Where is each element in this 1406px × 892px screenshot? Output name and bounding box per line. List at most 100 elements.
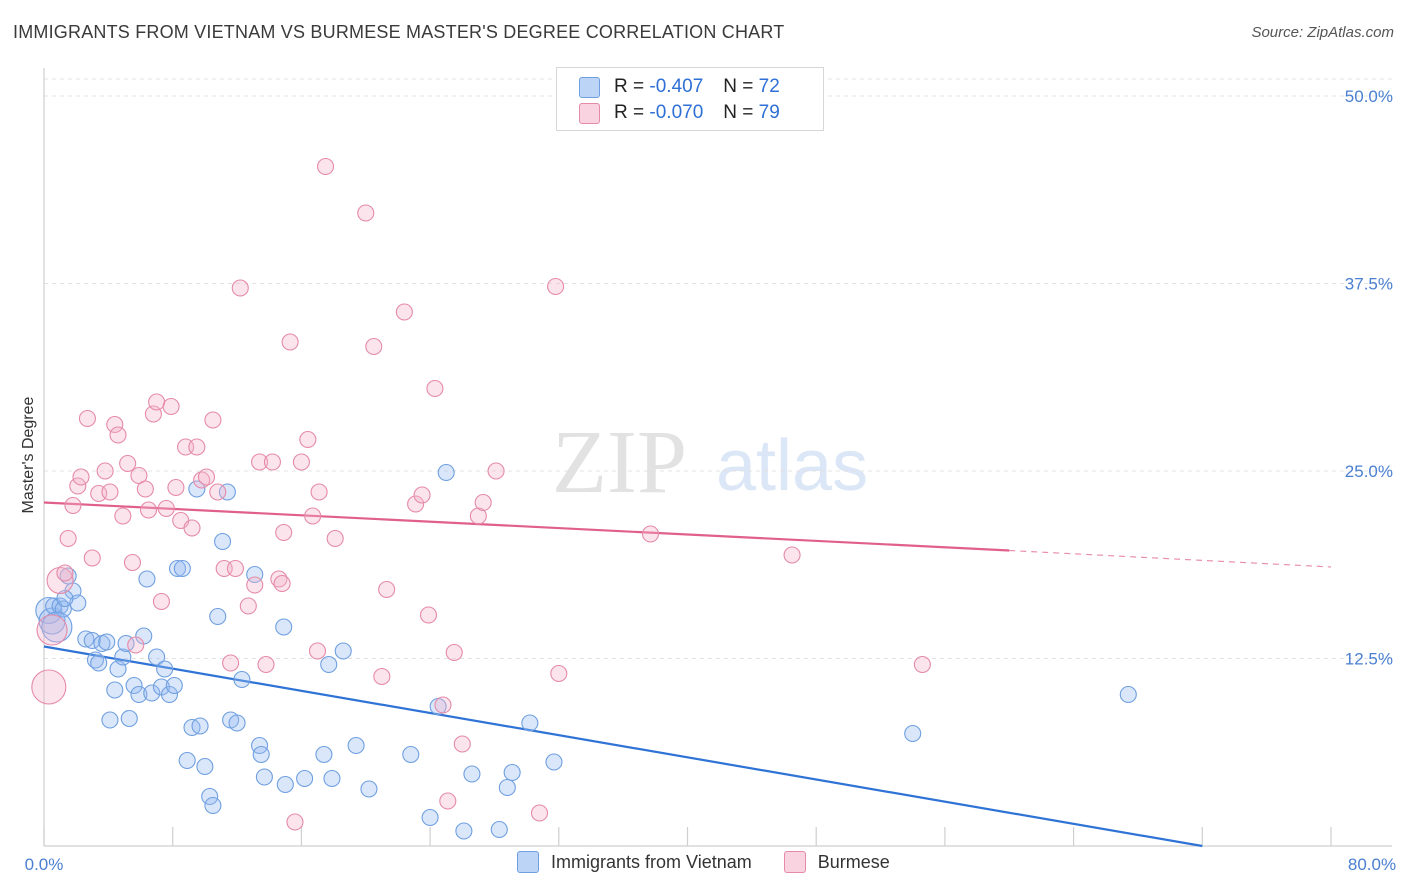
burmese-point xyxy=(434,696,452,714)
vietnam-point xyxy=(188,480,206,498)
burmese-point xyxy=(101,483,119,501)
burmese-point xyxy=(263,453,281,471)
vietnam-point xyxy=(490,820,508,839)
burmese-point xyxy=(59,529,77,548)
y-tick-label: 50.0% xyxy=(1345,87,1393,106)
burmese-point xyxy=(316,157,335,176)
vietnam-point xyxy=(437,463,455,482)
vietnam-point xyxy=(315,745,333,764)
y-tick-label: 12.5% xyxy=(1345,650,1393,669)
trend-lines xyxy=(43,501,1332,848)
vietnam-point xyxy=(347,736,365,755)
vietnam-point xyxy=(120,709,138,728)
burmese-point xyxy=(530,804,549,822)
burmese-point xyxy=(445,643,463,662)
correlation-legend: R = -0.407 N = 72 R = -0.070 N = 79 xyxy=(556,67,824,131)
y-tick-labels: 12.5% 25.0% 37.5% 50.0% xyxy=(1345,87,1393,669)
burmese-point xyxy=(136,480,154,498)
legend-n-value: 72 xyxy=(758,76,780,97)
burmese-point xyxy=(246,576,264,594)
y-tick-label: 37.5% xyxy=(1345,275,1393,294)
vietnam-point xyxy=(148,648,166,666)
vietnam-point xyxy=(173,559,191,578)
burmese-point xyxy=(641,525,660,543)
vietnam-point xyxy=(360,780,378,798)
vietnam-point xyxy=(35,596,63,625)
series-swatch-vietnam xyxy=(517,851,539,873)
legend-swatch-burmese xyxy=(579,102,600,124)
vietnam-point xyxy=(463,765,481,783)
vietnam-point xyxy=(114,648,132,666)
vietnam-point xyxy=(138,570,156,588)
vietnam-point xyxy=(503,763,521,782)
burmese-point xyxy=(286,813,304,831)
legend-r-value: -0.070 xyxy=(649,102,704,123)
burmese-point xyxy=(119,454,137,473)
legend-r-label: R = xyxy=(614,76,645,97)
burmese-point xyxy=(426,379,444,398)
vietnam-point xyxy=(421,808,439,827)
burmese-point xyxy=(193,471,211,489)
burmese-point xyxy=(783,546,801,564)
vietnam-point xyxy=(41,611,73,643)
burmese-point xyxy=(83,549,101,567)
chart-source: Source: ZipAtlas.com xyxy=(1251,24,1394,41)
vietnam-point xyxy=(130,685,148,704)
series-swatch-burmese xyxy=(783,851,806,873)
burmese-point xyxy=(419,606,438,624)
burmese-point xyxy=(365,337,383,356)
burmese-point xyxy=(378,580,396,599)
vietnam-point xyxy=(296,769,314,788)
x-tick-labels: 0.0% 80.0% xyxy=(25,855,1396,874)
legend-swatch-vietnam xyxy=(579,76,600,98)
vietnam-point xyxy=(233,670,251,689)
burmese-point xyxy=(257,655,275,674)
vietnam-point xyxy=(191,717,209,735)
burmese-point xyxy=(64,496,82,515)
burmese-point xyxy=(72,468,90,486)
burmese-point xyxy=(453,735,471,753)
burmese-point xyxy=(413,486,431,504)
vietnam-point xyxy=(320,655,338,674)
burmese-point xyxy=(197,468,216,486)
burmese-point xyxy=(96,462,114,480)
vietnam-point xyxy=(106,681,124,699)
vietnam-point xyxy=(255,768,273,786)
burmese-point xyxy=(304,507,322,525)
burmese-point xyxy=(326,529,344,548)
burmese-point xyxy=(299,430,317,449)
vietnam-point xyxy=(402,745,420,764)
vietnam-point xyxy=(521,714,539,732)
vietnam-point xyxy=(276,775,294,794)
burmese-point xyxy=(407,495,425,513)
vietnam-point xyxy=(86,651,105,669)
burmese-point xyxy=(188,438,206,456)
vietnam-point xyxy=(334,642,352,660)
vietnam-point xyxy=(165,676,183,695)
burmese-point xyxy=(78,409,96,428)
burmese-point xyxy=(56,564,74,582)
burmese-point xyxy=(31,669,67,705)
vietnam-point xyxy=(1119,685,1137,704)
burmese-point xyxy=(231,279,249,297)
vietnam-point xyxy=(196,757,214,776)
burmese-point xyxy=(106,415,124,434)
series-legend-vietnam: Immigrants from Vietnam xyxy=(517,851,752,873)
burmese-point xyxy=(209,483,227,501)
burmese-point xyxy=(474,493,492,512)
burmese-point xyxy=(46,566,74,595)
axes xyxy=(43,68,1392,847)
burmese-point xyxy=(183,519,201,537)
x-tick-label: 80.0% xyxy=(1348,855,1396,874)
vietnam-point xyxy=(83,631,101,650)
vietnam-point xyxy=(98,633,116,651)
burmese-point xyxy=(204,411,222,429)
vietnam-point xyxy=(178,751,196,770)
burmese-point xyxy=(251,453,269,471)
burmese-point xyxy=(162,397,180,416)
x-tick-label: 0.0% xyxy=(25,855,64,874)
burmese-point xyxy=(167,478,185,497)
vietnam-point xyxy=(455,822,473,840)
burmese-point xyxy=(913,655,931,674)
